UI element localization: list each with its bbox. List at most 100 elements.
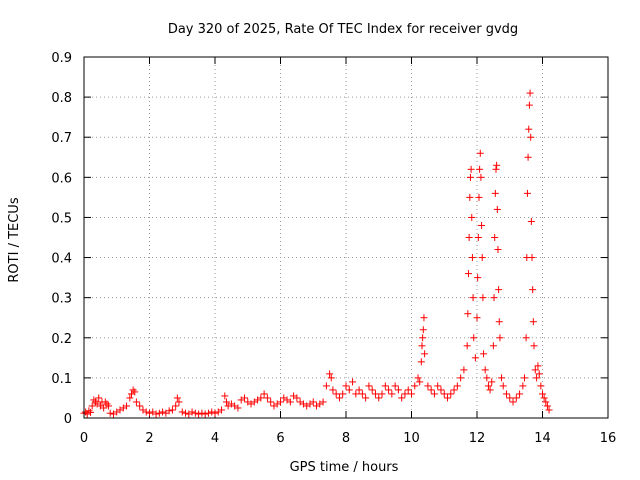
- data-point: [473, 314, 481, 322]
- x-tick-label: 6: [276, 431, 284, 446]
- x-tick-label: 14: [534, 431, 551, 446]
- data-point: [195, 410, 203, 418]
- data-point: [332, 390, 340, 398]
- data-point: [424, 382, 432, 390]
- data-point: [188, 408, 196, 416]
- data-point: [293, 394, 301, 402]
- data-point: [339, 390, 347, 398]
- data-point: [450, 386, 458, 394]
- data-point: [479, 294, 487, 302]
- y-tick-label: 0.6: [51, 171, 72, 186]
- data-point: [468, 254, 476, 262]
- data-point: [126, 394, 134, 402]
- data-point: [172, 402, 180, 410]
- data-point: [327, 374, 335, 382]
- data-point: [168, 406, 176, 414]
- data-point: [85, 407, 93, 415]
- data-point: [434, 382, 442, 390]
- data-point: [486, 386, 494, 394]
- data-point: [342, 382, 350, 390]
- data-point: [453, 382, 461, 390]
- data-point: [447, 390, 455, 398]
- data-point: [490, 294, 498, 302]
- data-point: [440, 390, 448, 398]
- data-point: [419, 334, 427, 342]
- data-point: [467, 165, 475, 173]
- data-point: [527, 133, 535, 141]
- data-point: [136, 402, 144, 410]
- x-tick-label: 8: [342, 431, 350, 446]
- data-point: [545, 406, 553, 414]
- data-point: [222, 398, 230, 406]
- data-point: [489, 342, 497, 350]
- data-point: [516, 390, 524, 398]
- data-point: [476, 165, 484, 173]
- data-point: [349, 378, 357, 386]
- data-point: [491, 234, 499, 241]
- data-point: [528, 254, 536, 262]
- data-point: [378, 390, 386, 398]
- data-point: [263, 394, 271, 402]
- data-point: [411, 382, 419, 390]
- data-point: [524, 153, 532, 161]
- data-point: [533, 374, 541, 382]
- data-point: [146, 409, 153, 417]
- data-point: [488, 378, 496, 386]
- y-tick-label: 0.3: [51, 292, 72, 307]
- data-point: [335, 394, 343, 402]
- data-point: [418, 342, 426, 350]
- data-point: [191, 409, 199, 417]
- data-point: [421, 350, 429, 358]
- data-point: [475, 193, 483, 201]
- data-point: [535, 370, 543, 378]
- data-point: [416, 378, 424, 386]
- data-point: [466, 173, 474, 181]
- data-point: [257, 394, 265, 402]
- data-point: [525, 101, 533, 109]
- y-tick-label: 0.7: [51, 131, 72, 146]
- data-point: [100, 404, 108, 412]
- data-point: [234, 404, 242, 412]
- data-point: [95, 394, 103, 402]
- data-point: [155, 409, 163, 417]
- data-point: [131, 388, 139, 396]
- data-point: [529, 286, 537, 294]
- x-tick-label: 10: [403, 431, 420, 446]
- data-point: [132, 398, 140, 406]
- data-point: [477, 173, 485, 181]
- data-point: [491, 189, 499, 197]
- x-tick-label: 4: [211, 431, 219, 446]
- y-tick-label: 0.4: [51, 252, 72, 267]
- data-point: [326, 370, 334, 378]
- data-point: [267, 398, 275, 406]
- y-tick-label: 0.2: [51, 332, 72, 347]
- data-point: [152, 410, 160, 418]
- data-point: [182, 409, 190, 417]
- data-point: [537, 382, 545, 390]
- data-point: [401, 390, 409, 398]
- data-point: [480, 350, 488, 358]
- data-point: [211, 409, 219, 417]
- data-point: [525, 125, 533, 133]
- data-point: [414, 374, 422, 382]
- x-tick-label: 0: [80, 431, 88, 446]
- data-point: [468, 213, 476, 221]
- y-tick-label: 0.1: [51, 372, 72, 387]
- data-point: [499, 382, 507, 390]
- data-point: [520, 374, 528, 382]
- data-point: [531, 366, 539, 374]
- data-point: [106, 409, 114, 417]
- data-point: [523, 189, 531, 197]
- data-point: [208, 408, 216, 416]
- data-point: [493, 161, 501, 169]
- data-point: [526, 89, 534, 97]
- data-point: [322, 382, 330, 390]
- data-point: [260, 390, 268, 398]
- data-point: [417, 358, 425, 366]
- data-point: [430, 390, 438, 398]
- data-point: [388, 390, 396, 398]
- data-point: [385, 386, 393, 394]
- data-point: [474, 234, 482, 241]
